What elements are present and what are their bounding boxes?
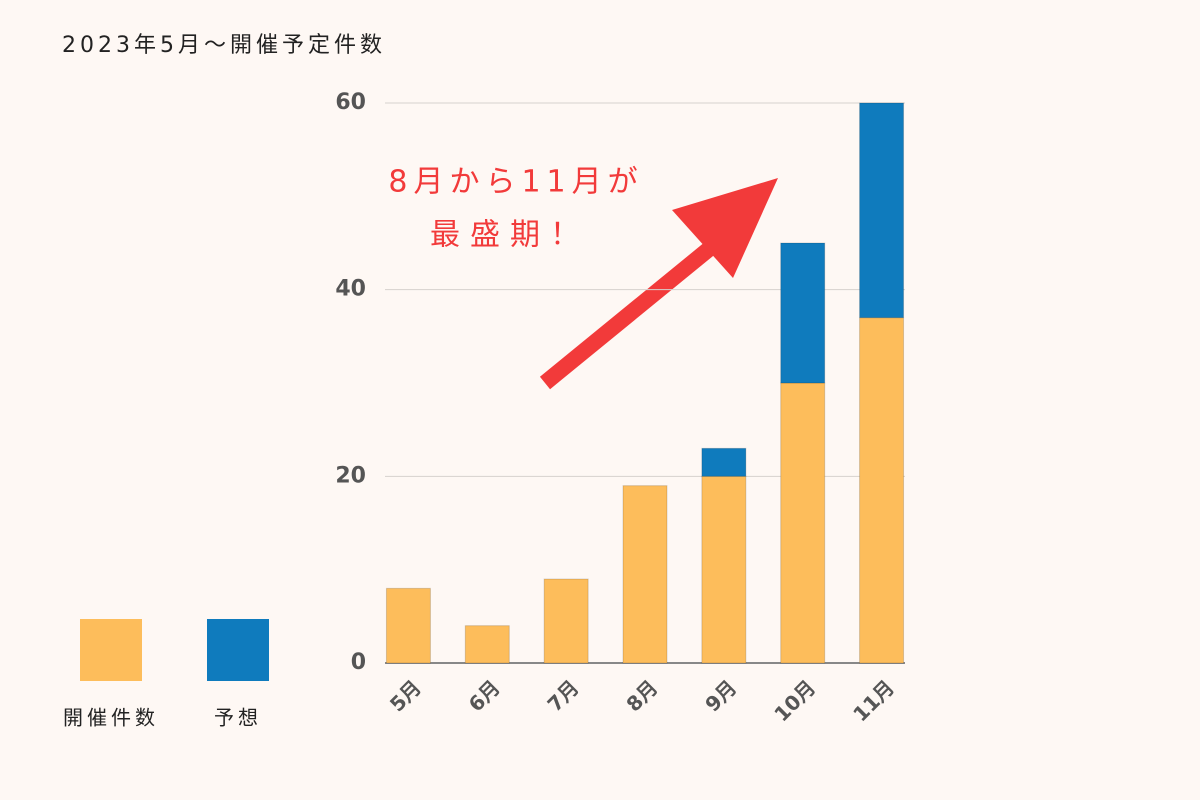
bar-segment: [701, 475, 747, 664]
annotation-arrow: [539, 178, 778, 390]
bar-segment: [780, 242, 826, 384]
chart-title: 2023年5月〜開催予定件数: [62, 33, 386, 58]
annotation: 8月から11月が: [388, 165, 643, 200]
y-tick-label: 20: [335, 463, 366, 488]
bar-segment: [701, 447, 747, 477]
legend-label: 開催件数: [63, 706, 159, 730]
bar-segment: [859, 102, 905, 319]
y-tick-label: 40: [335, 277, 366, 302]
bar-segment: [464, 625, 510, 664]
bar-segment: [622, 485, 668, 664]
bar-segment: [780, 382, 826, 664]
y-tick-label: 0: [351, 650, 366, 675]
bar-segment: [859, 317, 905, 664]
arrow-head: [672, 178, 778, 278]
annotation: 最盛期！: [430, 218, 590, 253]
legend-label: 予想: [214, 706, 262, 730]
bar-segment: [543, 578, 589, 664]
legend-swatch: [207, 619, 269, 681]
y-tick-label: 60: [335, 90, 366, 115]
bar-segment: [385, 587, 431, 664]
arrow-shaft: [539, 233, 726, 390]
legend-swatch: [80, 619, 142, 681]
